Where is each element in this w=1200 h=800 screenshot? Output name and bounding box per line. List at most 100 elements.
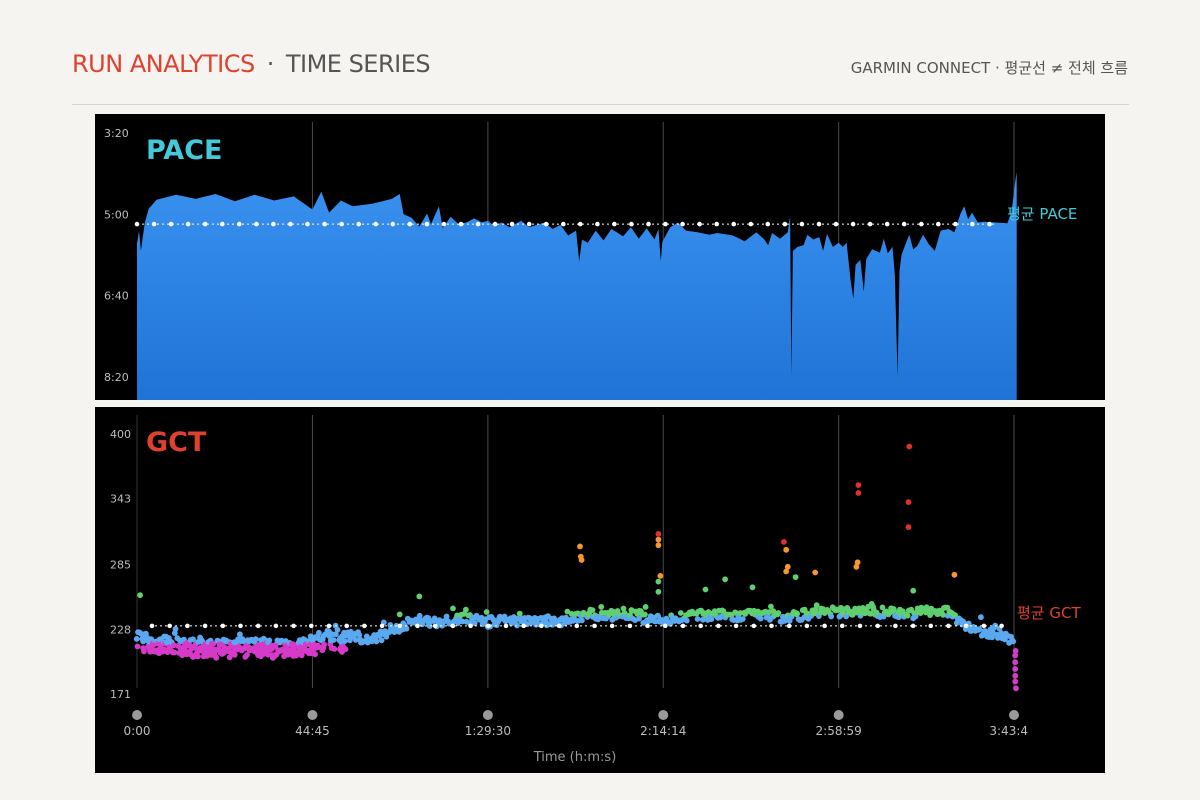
- gct-data-point: [141, 648, 147, 655]
- pace-average-marker: [629, 221, 634, 227]
- gct-data-point: [140, 638, 147, 645]
- gct-data-point: [812, 606, 819, 613]
- gct-outlier-point: [792, 574, 799, 580]
- gct-data-point: [483, 609, 490, 615]
- gct-average-marker: [220, 623, 226, 629]
- gct-outlier-point: [657, 573, 664, 579]
- gct-average-marker: [432, 623, 438, 629]
- gct-outlier-point: [855, 490, 862, 496]
- gct-outlier-point: [910, 587, 917, 594]
- pace-average-marker: [475, 221, 481, 227]
- gct-panel-background: [95, 407, 1105, 773]
- gct-data-point: [579, 617, 585, 624]
- pace-y-tick-label: 3:20: [104, 127, 129, 140]
- pace-average-marker: [339, 221, 344, 227]
- gct-y-tick-label: 343: [110, 493, 131, 506]
- gct-y-axis: 400 343 285 228 171: [110, 428, 131, 701]
- gct-data-point: [266, 637, 273, 644]
- gct-data-point: [989, 634, 995, 641]
- gct-data-point: [459, 618, 466, 625]
- gct-data-point: [927, 612, 933, 618]
- pace-average-marker: [731, 221, 736, 227]
- gct-average-marker: [928, 623, 934, 629]
- pace-average-marker: [646, 221, 651, 227]
- gct-x-tick-marker: [132, 710, 142, 720]
- gct-average-marker: [645, 623, 650, 629]
- gct-average-marker: [751, 623, 757, 629]
- gct-outlier-point: [1012, 672, 1019, 679]
- pace-chart: 3:20 5:00 6:40 8:20 PACE 평균 PACE: [95, 114, 1105, 400]
- pace-average-marker: [697, 221, 702, 227]
- gct-data-point: [700, 616, 706, 623]
- gct-average-marker: [238, 623, 243, 629]
- gct-average-marker: [910, 623, 916, 629]
- gct-outlier-point: [1013, 685, 1019, 692]
- brand-title: RUN ANALYTICS: [72, 50, 255, 78]
- gct-data-point: [867, 610, 874, 617]
- header-separator: ·: [266, 50, 275, 78]
- gct-outlier-point: [783, 546, 790, 553]
- gct-outlier-point: [1012, 678, 1019, 685]
- gct-x-tick-label: 44:45: [295, 724, 330, 738]
- pace-average-marker: [901, 221, 907, 227]
- gct-average-marker: [733, 623, 739, 629]
- gct-average-marker: [857, 623, 863, 629]
- gct-data-point: [813, 602, 820, 609]
- pace-average-marker: [492, 221, 498, 227]
- gct-data-point: [564, 608, 571, 615]
- pace-y-tick-label: 6:40: [104, 290, 129, 303]
- pace-average-line: [134, 221, 997, 227]
- gct-data-point: [332, 631, 339, 638]
- pace-average-marker: [612, 221, 617, 227]
- gct-outlier-point: [783, 568, 790, 575]
- gct-data-point: [231, 651, 238, 658]
- pace-average-marker: [322, 221, 327, 227]
- gct-average-label: 평균 GCT: [1017, 604, 1081, 622]
- gct-data-point: [334, 626, 341, 633]
- gct-average-marker: [539, 623, 544, 629]
- pace-average-marker: [151, 221, 157, 227]
- pace-average-marker: [185, 221, 191, 227]
- gct-average-marker: [185, 623, 190, 629]
- header-subtitle: TIME SERIES: [285, 50, 431, 78]
- pace-average-marker: [407, 221, 413, 227]
- gct-outlier-point: [905, 524, 912, 530]
- pace-average-marker: [936, 221, 941, 227]
- gct-outlier-point: [854, 559, 861, 566]
- gct-outlier-point: [722, 576, 728, 583]
- gct-data-point: [1010, 638, 1017, 645]
- gct-data-point: [252, 636, 259, 643]
- gct-data-point: [330, 637, 337, 643]
- gct-data-point: [828, 613, 835, 620]
- gct-outlier-point: [906, 443, 913, 450]
- gct-data-point: [636, 615, 642, 622]
- header-divider: [72, 104, 1129, 105]
- gct-data-point: [416, 612, 423, 619]
- gct-outlier-point: [1012, 666, 1019, 672]
- gct-y-tick-label: 400: [110, 428, 131, 441]
- gct-data-point: [134, 643, 141, 650]
- gct-data-point: [170, 642, 177, 649]
- gct-data-point: [443, 613, 450, 620]
- gct-data-point: [775, 610, 782, 616]
- gct-y-tick-label: 171: [110, 688, 131, 701]
- gct-data-point: [133, 636, 140, 642]
- gct-data-point: [995, 635, 1001, 641]
- pace-average-marker: [543, 221, 549, 227]
- source-caption: GARMIN CONNECT · 평균선 ≠ 전체 흐름: [850, 59, 1128, 77]
- gct-data-point: [312, 651, 318, 658]
- gct-data-point: [403, 625, 410, 632]
- pace-area-series: [137, 172, 1017, 400]
- gct-data-point: [667, 620, 674, 627]
- gct-data-point: [378, 637, 385, 644]
- gct-average-marker: [946, 623, 951, 629]
- gct-x-tick-marker: [658, 710, 669, 720]
- gct-average-marker: [309, 623, 314, 629]
- pace-average-marker: [867, 221, 873, 227]
- gct-outlier-point: [951, 571, 958, 578]
- gct-data-point: [757, 615, 764, 622]
- gct-outlier-point: [855, 482, 862, 488]
- gct-data-point: [342, 646, 349, 653]
- gct-outlier-point: [784, 563, 791, 570]
- gct-data-point: [352, 637, 359, 643]
